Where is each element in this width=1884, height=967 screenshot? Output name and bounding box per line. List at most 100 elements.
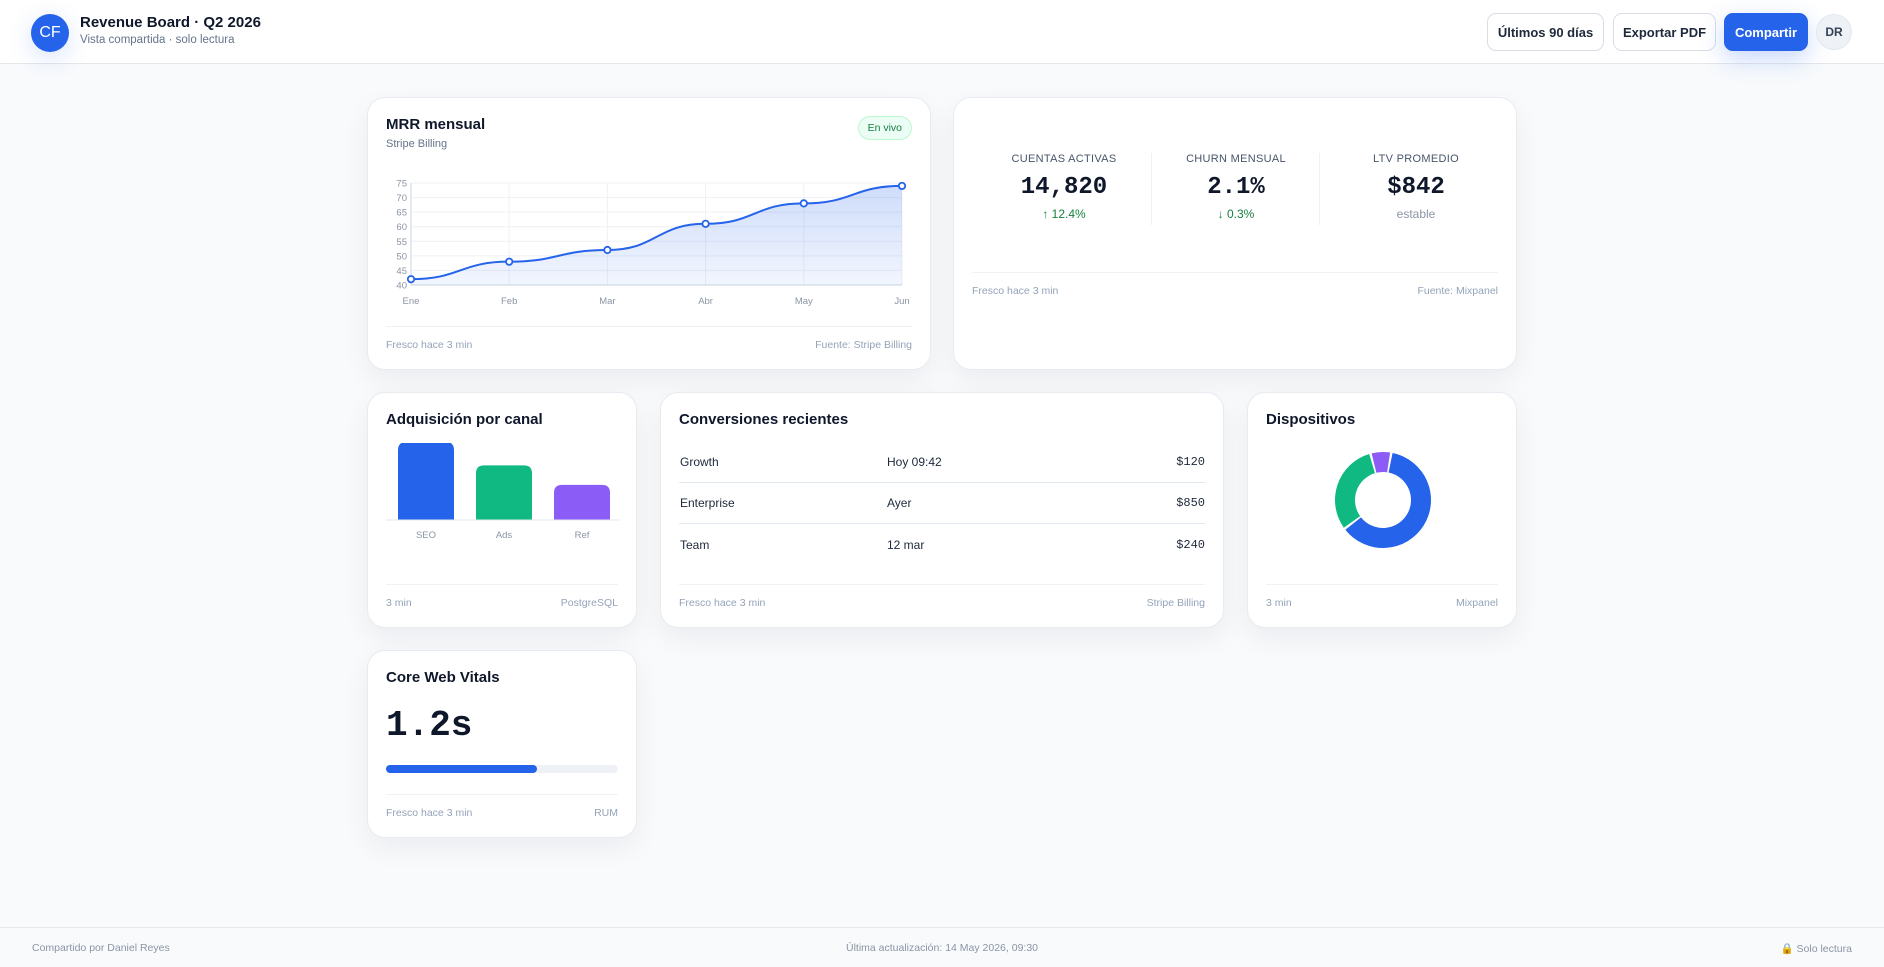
x-tick-label: May [795,296,813,307]
mrr-area [411,185,902,285]
plan-name: Team [680,537,710,552]
x-tick-label: Jun [894,296,909,307]
kpi-delta: estable [1396,207,1436,221]
x-tick-label: Abr [698,296,713,307]
kpi-divider [1319,153,1320,225]
y-tick-label: 70 [396,193,407,204]
kpi-freshness: Fresco hace 3 min [972,285,1059,297]
kpi-value: 2.1% [1207,174,1265,201]
mrr-title: MRR mensual [386,116,486,133]
mrr-point [603,245,612,255]
devices-freshness: 3 min [1266,597,1292,609]
mrr-point [505,257,514,266]
kpi-delta: ↓ 0.3% [1217,207,1255,221]
mrr-point [897,181,907,191]
bar [398,443,454,520]
conversions-source: Stripe Billing [1146,597,1205,609]
mrr-point [701,219,710,228]
bar-label: Ref [575,530,590,541]
web-vitals-source: RUM [594,807,618,819]
bar [476,465,532,520]
read-only-indicator: 🔒 Solo lectura [1780,943,1852,955]
live-badge: En vivo [857,116,912,140]
acquisition-title: Adquisición por canal [386,411,543,428]
conversion-amount: $240 [1176,537,1205,552]
last-updated: Última actualización: 14 May 2026, 09:30 [845,942,1039,954]
kpi-footer: Fresco hace 3 min Fuente: Mixpanel [972,272,1498,297]
kpi-monthly-churn: CHURN MENSUAL 2.1% ↓ 0.3% [1152,153,1320,221]
plan-name: Enterprise [680,496,735,510]
user-avatar[interactable]: DR [1816,14,1852,50]
page-footer: Compartido por Daniel Reyes Última actua… [0,927,1884,967]
export-pdf-button[interactable]: Exportar PDF [1613,13,1716,51]
bar [554,484,610,520]
web-vitals-freshness: Fresco hace 3 min [386,807,473,819]
conversion-date: 12 mar [887,537,925,552]
mrr-subtitle: Stripe Billing [386,138,448,150]
conversions-footer: Fresco hace 3 min Stripe Billing [679,584,1205,609]
kpi-active-accounts: CUENTAS ACTIVAS 14,820 ↑ 12.4% [980,153,1148,221]
plan-name: Growth [680,455,719,469]
web-vitals-value: 1.2s [386,705,473,746]
dashboard-subtitle: Vista compartida · solo lectura [80,34,235,46]
x-tick-label: Ene [403,296,420,307]
acquisition-card: Adquisición por canal SEO Ads Ref 3 min Po… [367,392,637,628]
mrr-line-chart: 40 45 50 55 60 65 70 75 Ene Feb Mar Abr May Jun [396,179,909,308]
x-tick-label: Mar [599,296,615,307]
acquisition-freshness: 3 min [386,597,412,609]
table-row: Team 12 mar $240 [679,524,1205,565]
conversion-amount: $120 [1176,455,1205,469]
devices-card: Dispositivos 3 min Mixpanel [1247,392,1517,628]
top-bar: CF Revenue Board · Q2 2026 Vista compart… [0,0,1884,64]
share-button[interactable]: Compartir [1724,13,1808,51]
y-tick-label: 60 [396,222,407,233]
web-vitals-footer: Fresco hace 3 min RUM [386,794,618,819]
kpi-divider [1151,153,1152,225]
devices-footer: 3 min Mixpanel [1266,584,1498,609]
y-tick-label: 45 [396,266,407,277]
web-vitals-progress-fill [386,765,537,773]
devices-donut-chart [1335,452,1431,548]
table-row: Growth Hoy 09:42 $120 [679,442,1205,483]
acquisition-source: PostgreSQL [560,597,618,609]
y-tick-label: 50 [396,251,407,262]
conversions-title: Conversiones recientes [679,411,849,428]
table-row: Enterprise Ayer $850 [679,483,1205,524]
logo: CF [31,14,69,52]
x-tick-label: Feb [501,296,517,307]
bar-label: Ads [496,530,513,541]
y-tick-label: 55 [396,237,407,248]
donut-slice [1345,452,1431,548]
mrr-card: MRR mensual Stripe Billing En vivo 40 45 5… [367,97,931,370]
mrr-point [406,275,416,284]
conversion-date: Hoy 09:42 [887,455,942,469]
kpi-value: $842 [1387,174,1445,201]
shared-by: Compartido por Daniel Reyes [32,942,170,954]
mrr-point [799,199,808,208]
conversion-date: Ayer [887,496,912,510]
conversions-freshness: Fresco hace 3 min [679,597,766,609]
web-vitals-card: Core Web Vitals 1.2s Fresco hace 3 min R… [367,650,637,838]
donut-slice [1371,452,1391,473]
devices-title: Dispositivos [1266,411,1356,428]
acquisition-bar-chart: SEO Ads Ref [386,443,620,541]
kpi-value: 14,820 [1020,174,1108,201]
devices-source: Mixpanel [1455,597,1498,609]
kpi-ltv: LTV PROMEDIO $842 estable [1332,153,1500,221]
date-range-button[interactable]: Últimos 90 días [1487,13,1604,51]
y-tick-label: 40 [396,281,407,292]
conversion-amount: $850 [1176,496,1205,510]
kpi-delta: ↑ 12.4% [1042,207,1086,221]
acquisition-footer: 3 min PostgreSQL [386,584,618,609]
mrr-freshness: Fresco hace 3 min [386,339,473,351]
web-vitals-title: Core Web Vitals [386,669,500,686]
bar-label: SEO [416,530,436,541]
conversions-card: Conversiones recientes Growth Hoy 09:42 … [660,392,1224,628]
mrr-line [410,184,903,281]
kpi-card: CUENTAS ACTIVAS 14,820 ↑ 12.4% CHURN MEN… [953,97,1517,370]
kpi-label: CUENTAS ACTIVAS [1011,153,1117,165]
y-tick-label: 75 [396,179,407,190]
dashboard-title: Revenue Board · Q2 2026 [80,14,261,31]
y-tick-label: 65 [396,208,407,219]
mrr-footer: Fresco hace 3 min Fuente: Stripe Billing [386,326,912,351]
